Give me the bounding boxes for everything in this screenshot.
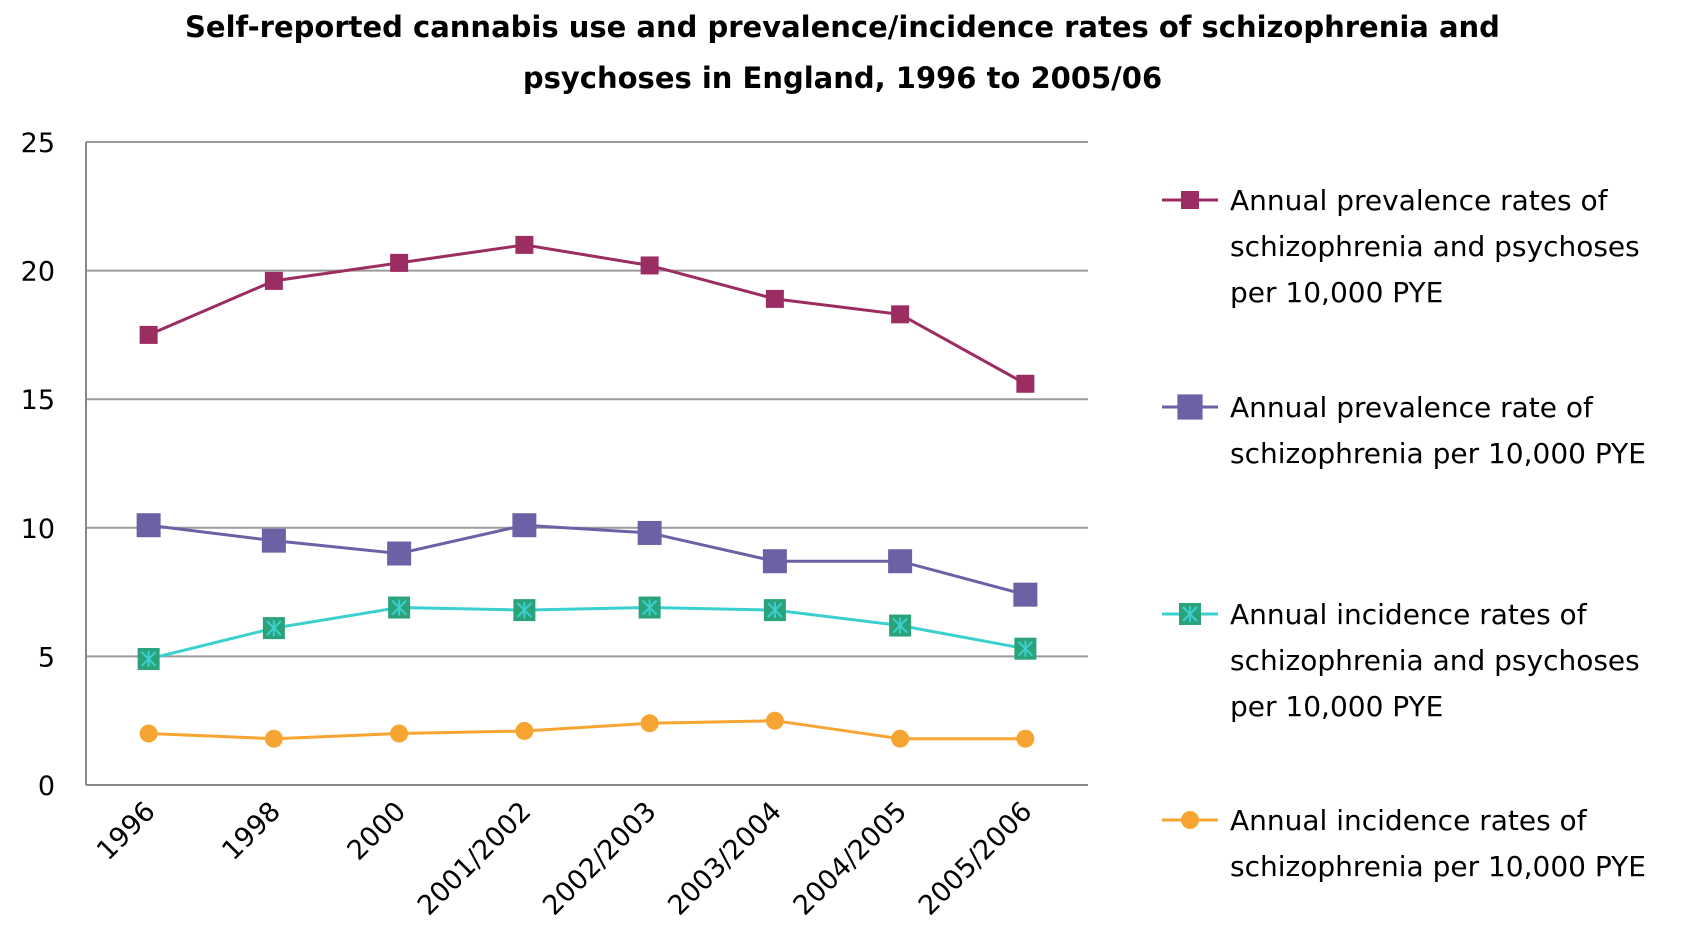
series-line	[148, 243, 1027, 386]
series-4	[139, 711, 1035, 748]
legend: Annual prevalence rates of schizophrenia…	[1160, 0, 1680, 936]
data-point	[637, 520, 662, 545]
data-point	[888, 549, 913, 574]
data-point	[139, 325, 158, 344]
data-point	[262, 617, 285, 640]
series-line	[148, 719, 1026, 741]
legend-swatch	[1162, 811, 1218, 829]
data-point	[1181, 811, 1199, 829]
data-point	[640, 714, 659, 733]
y-tick-label: 25	[21, 128, 55, 159]
chart-title-line-2: psychoses in England, 1996 to 2005/06	[522, 61, 1163, 95]
legend-label: Annual incidence rates of schizophrenia …	[1230, 804, 1646, 883]
data-point	[261, 528, 286, 553]
y-tick-label: 0	[38, 771, 55, 802]
x-tick-label: 2001/2002	[412, 796, 538, 922]
series-1	[139, 235, 1035, 393]
data-point	[765, 289, 784, 308]
data-point	[136, 513, 161, 538]
x-tick-label: 2000	[342, 796, 413, 867]
data-point	[1014, 637, 1037, 660]
data-point	[1016, 729, 1035, 748]
series-3	[137, 596, 1037, 670]
y-tick-label: 10	[21, 514, 55, 545]
series-2	[136, 513, 1038, 607]
legend-swatch	[1162, 603, 1218, 625]
data-point	[891, 729, 910, 748]
data-point	[515, 235, 534, 254]
data-point	[1177, 394, 1203, 420]
x-tick-label: 1996	[91, 796, 162, 867]
data-point	[137, 647, 160, 670]
data-point	[889, 614, 912, 637]
legend-swatch	[1162, 394, 1218, 420]
data-point	[264, 271, 283, 290]
data-point	[390, 724, 409, 743]
series-line	[148, 606, 1026, 661]
x-tick-label: 2002/2003	[537, 796, 663, 922]
y-tick-label: 5	[38, 642, 55, 673]
x-tick-label: 2004/2005	[788, 796, 914, 922]
data-point	[387, 541, 412, 566]
data-point	[512, 513, 537, 538]
legend-swatch	[1162, 191, 1218, 209]
y-tick-label: 15	[21, 385, 55, 416]
data-point	[1181, 191, 1199, 209]
x-tick-label: 1998	[216, 796, 287, 867]
data-point	[763, 599, 786, 622]
data-point	[638, 596, 661, 619]
data-point	[515, 721, 534, 740]
data-point	[390, 253, 409, 272]
data-point	[1013, 582, 1038, 607]
x-tick-label: 2005/2006	[913, 796, 1039, 922]
data-point	[640, 256, 659, 275]
chart-title-line-1: Self-reported cannabis use and prevalenc…	[185, 10, 1500, 44]
y-tick-label: 20	[21, 257, 55, 288]
data-point	[264, 729, 283, 748]
data-point	[762, 549, 787, 574]
data-point	[891, 305, 910, 324]
x-tick-label: 2003/2004	[662, 796, 788, 922]
series-line	[148, 523, 1026, 597]
data-point	[1179, 603, 1201, 625]
data-point	[513, 599, 536, 622]
legend-label: Annual prevalence rate of schizophrenia …	[1230, 391, 1646, 470]
data-point	[388, 596, 411, 619]
legend-label: Annual prevalence rates of schizophrenia…	[1230, 184, 1640, 309]
chart-title: Self-reported cannabis use and prevalenc…	[0, 2, 1685, 104]
data-point	[139, 724, 158, 743]
legend-label: Annual incidence rates of schizophrenia …	[1230, 598, 1640, 723]
data-point	[1016, 374, 1035, 393]
data-point	[765, 711, 784, 730]
